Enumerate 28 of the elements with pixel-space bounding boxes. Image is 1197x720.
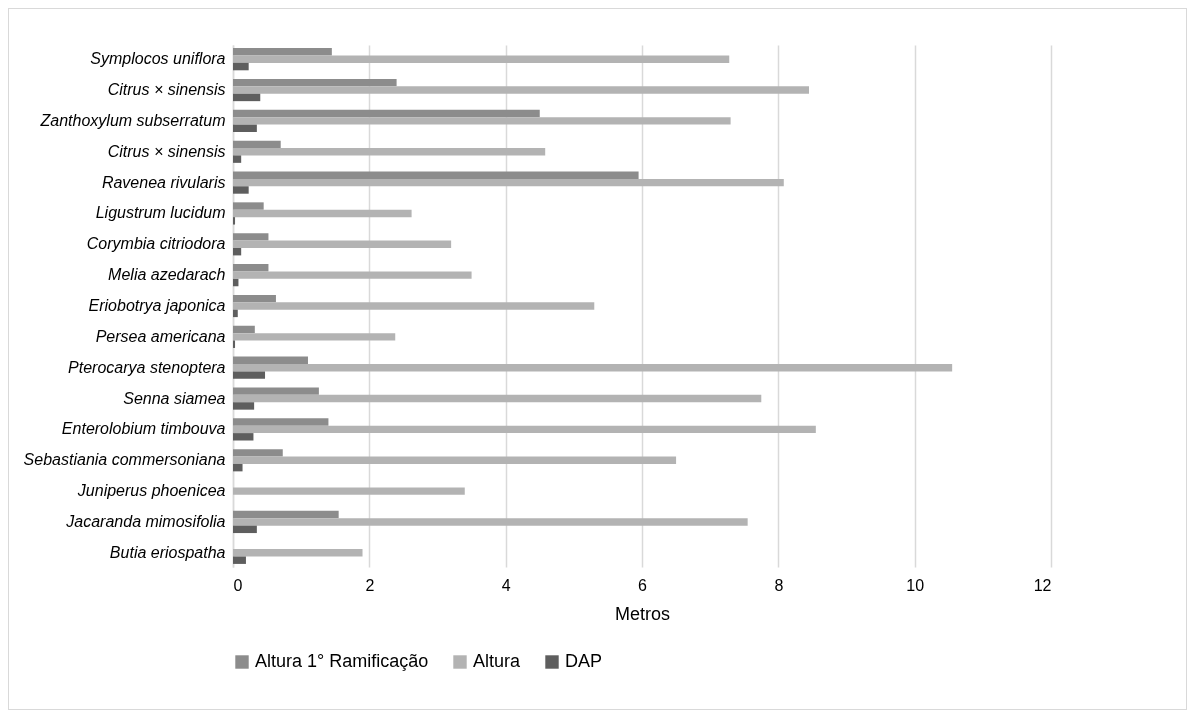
y-tick-label: Butia eriospatha <box>109 543 226 561</box>
x-tick-label: 4 <box>501 576 511 594</box>
y-tick-label: Melia azedarach <box>108 266 226 284</box>
y-tick-label: Senna siamea <box>123 389 226 407</box>
y-tick-label: Symplocos uniflora <box>90 50 226 68</box>
y-tick-label: Pterocarya stenoptera <box>68 358 226 376</box>
x-tick-label: 0 <box>233 576 243 594</box>
legend-label: DAP <box>565 651 603 671</box>
x-tick-label: 6 <box>638 576 648 594</box>
y-tick-label: Citrus × sinensis <box>107 81 226 99</box>
x-tick-label: 2 <box>365 576 375 594</box>
x-tick-label: 10 <box>906 576 925 594</box>
legend-label: Altura 1° Ramificação <box>255 651 429 671</box>
y-tick-label: Jacaranda mimosifolia <box>65 512 226 530</box>
y-tick-label: Sebastiania commersoniana <box>23 451 226 469</box>
x-tick-label: 12 <box>1033 576 1052 594</box>
legend-label: Altura <box>473 651 522 671</box>
y-tick-label: Ligustrum lucidum <box>95 204 226 222</box>
y-tick-label: Ravenea rivularis <box>101 173 226 191</box>
y-tick-label: Persea americana <box>95 327 226 345</box>
y-tick-label: Juniperus phoenicea <box>76 482 226 500</box>
x-axis-title: Metros <box>614 603 671 624</box>
y-tick-label: Eriobotrya japonica <box>88 297 226 314</box>
y-tick-label: Zanthoxylum subserratum <box>39 111 226 129</box>
y-tick-label: Corymbia citriodora <box>86 235 226 253</box>
y-tick-label: Enterolobium timbouva <box>61 420 226 438</box>
x-tick-label: 8 <box>774 576 784 594</box>
y-tick-label: Citrus × sinensis <box>107 142 226 160</box>
